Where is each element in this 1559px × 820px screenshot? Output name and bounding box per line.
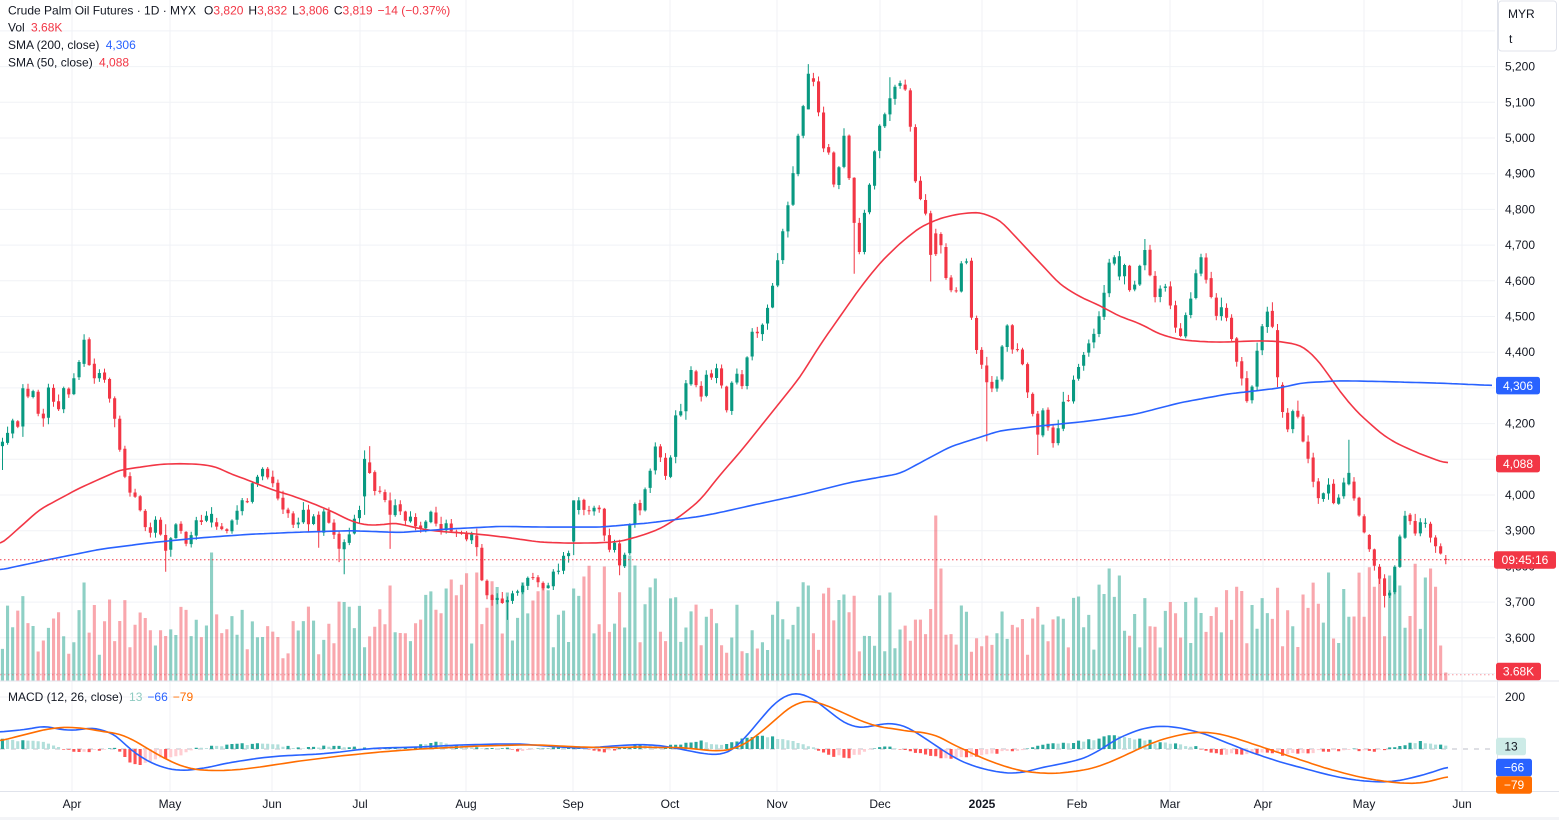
svg-text:MACD (12, 26, close) 13−66−79: MACD (12, 26, close) 13 −66 −79: [8, 690, 193, 704]
svg-text:−79: −79: [1504, 778, 1525, 792]
svg-text:May: May: [1353, 797, 1376, 811]
svg-text:Mar: Mar: [1160, 797, 1181, 811]
svg-text:5,000: 5,000: [1505, 131, 1535, 145]
svg-text:4,400: 4,400: [1505, 345, 1535, 359]
svg-text:4,800: 4,800: [1505, 202, 1535, 216]
svg-text:SMA (200, close) 4,306: SMA (200, close) 4,306: [8, 38, 136, 52]
svg-text:4,306: 4,306: [1503, 379, 1533, 393]
svg-text:3,600: 3,600: [1505, 631, 1535, 645]
svg-text:09:45:16: 09:45:16: [1502, 553, 1549, 567]
svg-text:5,200: 5,200: [1505, 60, 1535, 74]
svg-text:Apr: Apr: [1254, 797, 1273, 811]
svg-text:Nov: Nov: [766, 797, 787, 811]
svg-text:MYR: MYR: [1508, 7, 1535, 21]
svg-text:3,900: 3,900: [1505, 524, 1535, 538]
svg-text:3.68K: 3.68K: [1503, 665, 1534, 679]
svg-text:13: 13: [1504, 740, 1518, 754]
svg-text:4,700: 4,700: [1505, 238, 1535, 252]
svg-text:Aug: Aug: [455, 797, 476, 811]
svg-text:5,100: 5,100: [1505, 95, 1535, 109]
svg-text:Jun: Jun: [262, 797, 281, 811]
svg-text:4,500: 4,500: [1505, 310, 1535, 324]
svg-text:Oct: Oct: [661, 797, 680, 811]
svg-text:SMA (50, close) 4,088: SMA (50, close) 4,088: [8, 56, 129, 70]
svg-text:4,600: 4,600: [1505, 274, 1535, 288]
svg-text:4,088: 4,088: [1503, 457, 1533, 471]
svg-text:4,900: 4,900: [1505, 167, 1535, 181]
svg-text:Vol 3.68K: Vol 3.68K: [8, 21, 62, 35]
svg-text:4,000: 4,000: [1505, 488, 1535, 502]
svg-text:Apr: Apr: [63, 797, 82, 811]
svg-text:Crude Palm Oil Futures · 1D ·: Crude Palm Oil Futures · 1D · MYX O3,820 H…: [8, 4, 450, 18]
svg-text:t: t: [1509, 32, 1513, 46]
svg-text:200: 200: [1505, 690, 1525, 704]
svg-text:3,700: 3,700: [1505, 595, 1535, 609]
svg-text:Feb: Feb: [1067, 797, 1088, 811]
svg-text:May: May: [159, 797, 182, 811]
svg-text:2025: 2025: [969, 797, 996, 811]
svg-text:4,200: 4,200: [1505, 417, 1535, 431]
svg-text:Dec: Dec: [869, 797, 890, 811]
svg-text:Sep: Sep: [562, 797, 584, 811]
svg-text:−66: −66: [1504, 761, 1525, 775]
svg-text:Jul: Jul: [352, 797, 367, 811]
svg-text:Jun: Jun: [1452, 797, 1471, 811]
